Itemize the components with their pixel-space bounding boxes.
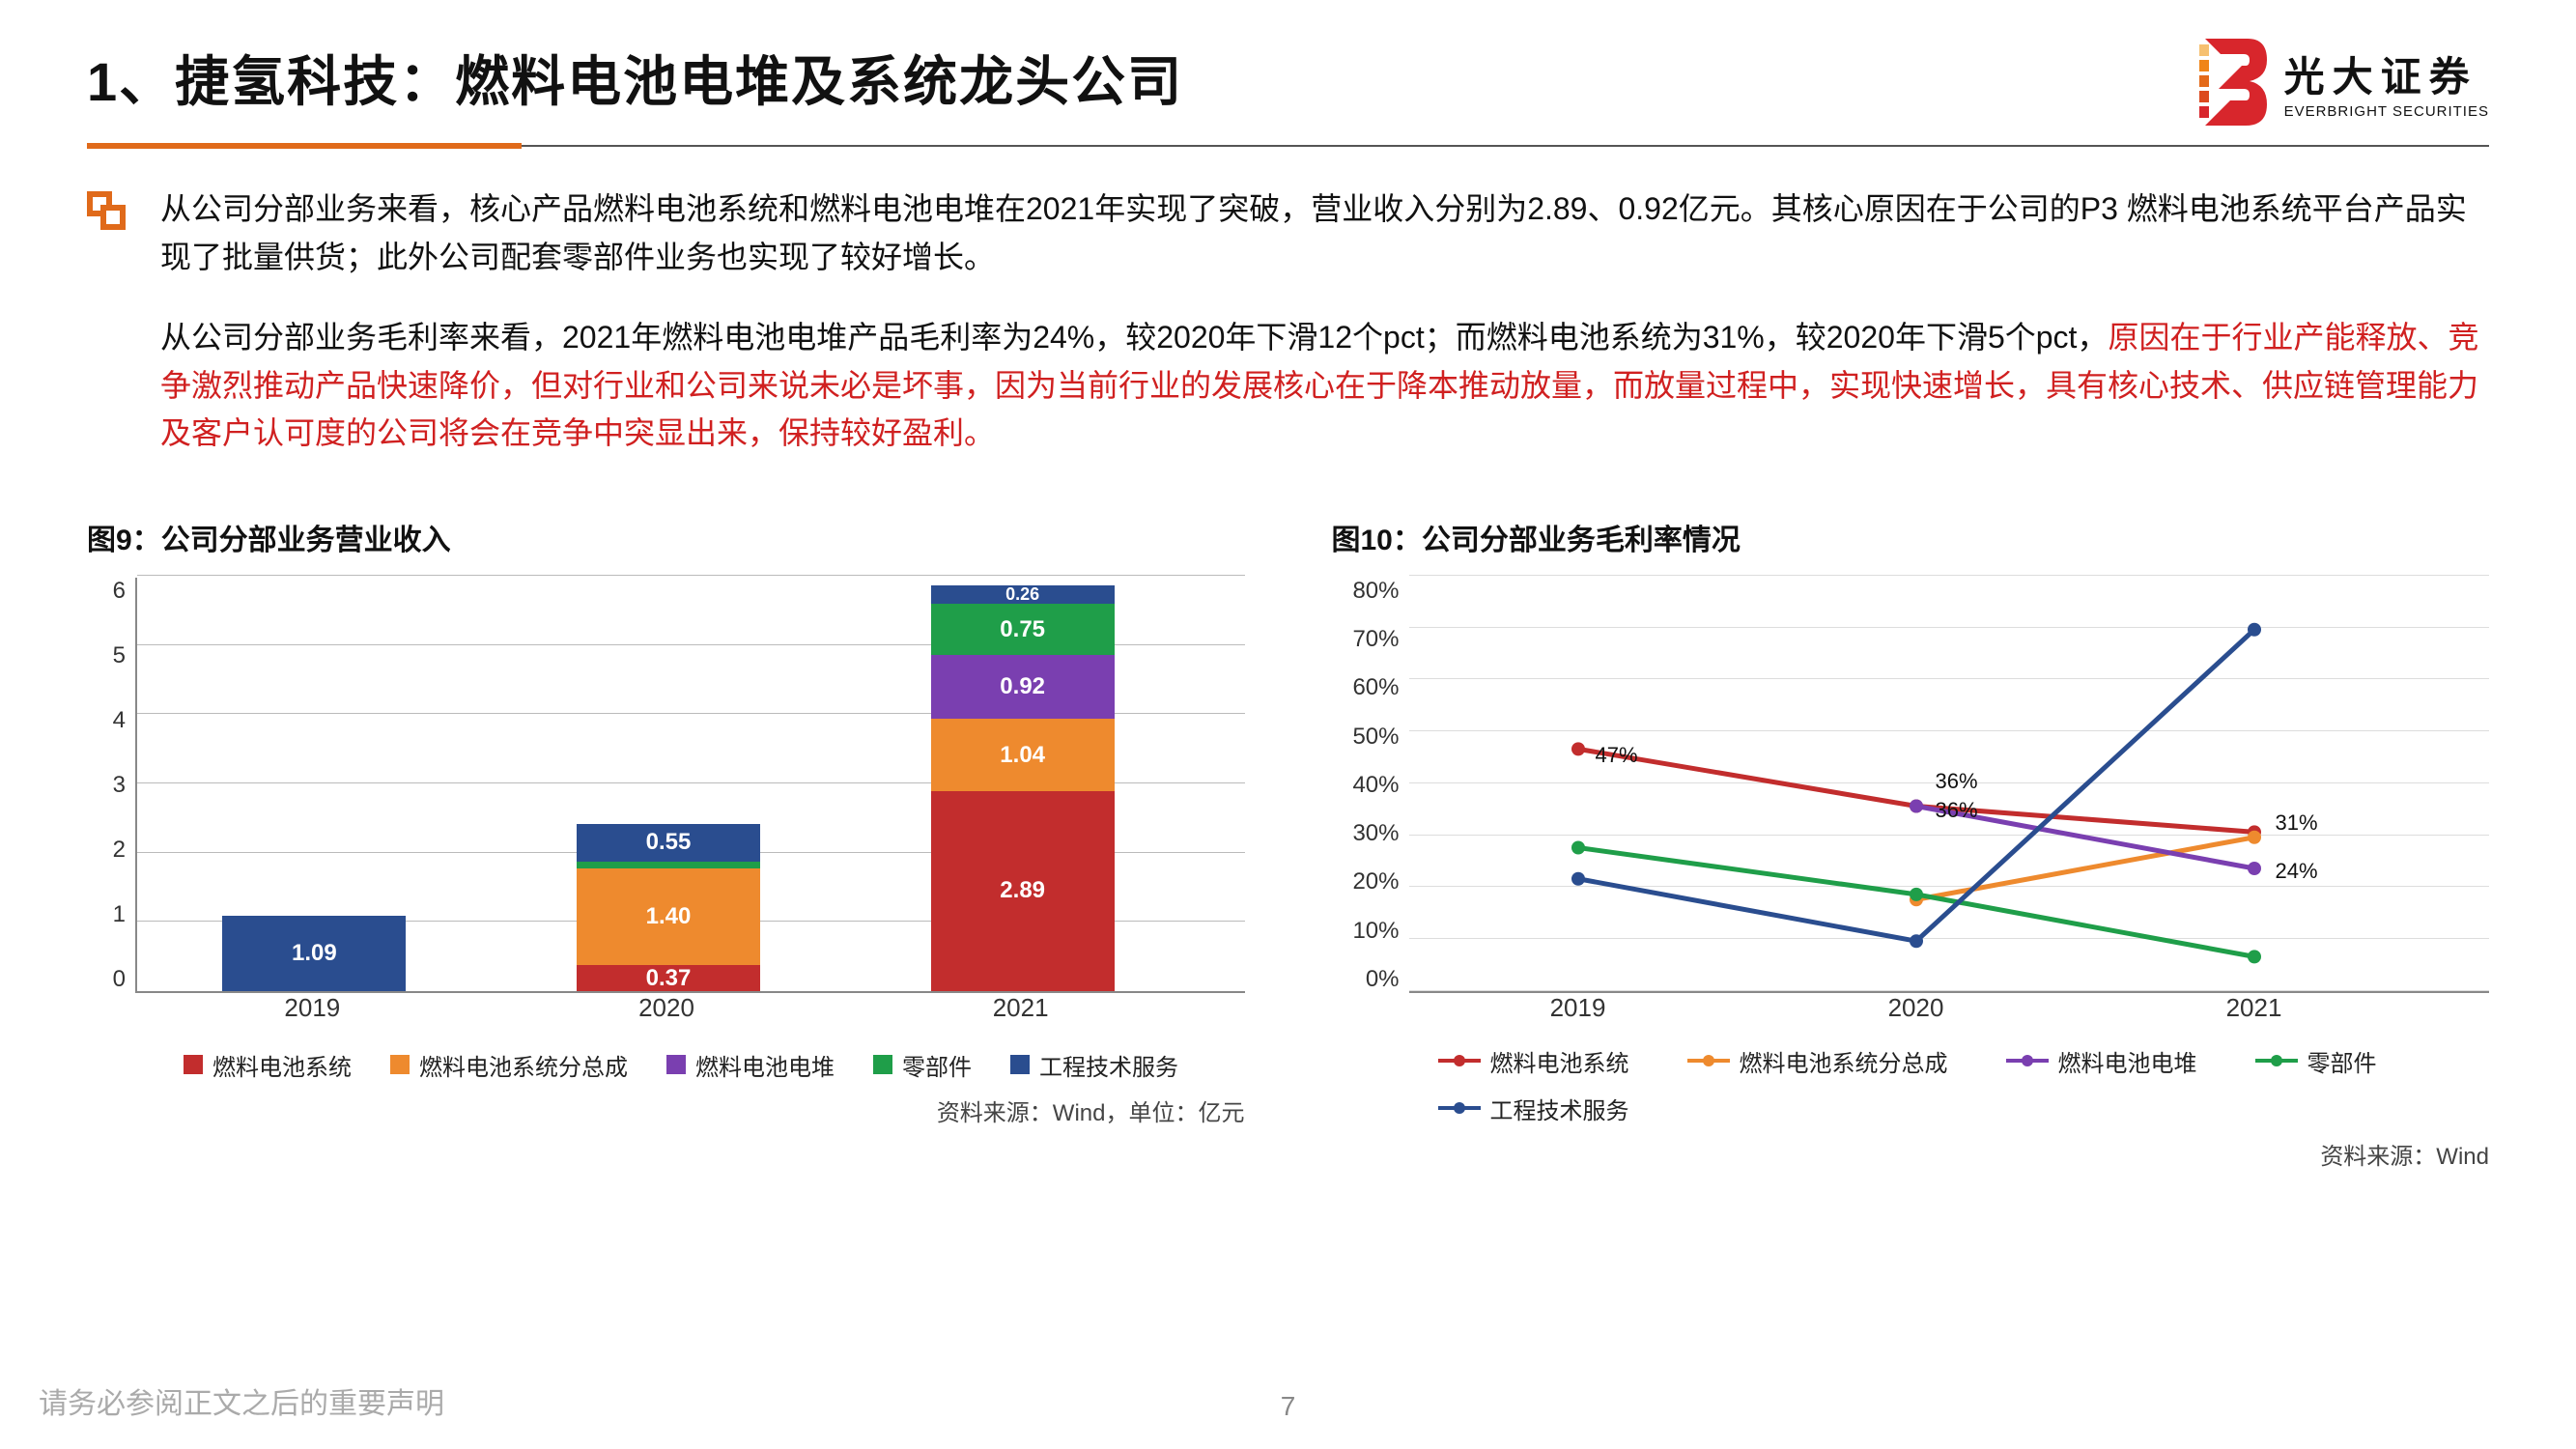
- legend-item: 燃料电池系统: [1438, 1044, 1629, 1078]
- legend-item: 零部件: [2255, 1044, 2377, 1078]
- bar-segment: 2.89: [931, 791, 1115, 991]
- title-underline: [87, 145, 2489, 147]
- bar-xlabel: 2019: [135, 993, 490, 1023]
- legend-item: 工程技术服务: [1438, 1092, 1629, 1125]
- legend-item: 零部件: [873, 1048, 972, 1082]
- bar-group: 0.371.40 0.55: [577, 824, 760, 991]
- bar-segment: 0.55: [577, 824, 760, 862]
- chart10-legend: 燃料电池系统 燃料电池系统分总成 燃料电池电堆 零部件工程技术服务: [1438, 1044, 2490, 1125]
- chart9-yaxis: 6543210: [87, 578, 135, 993]
- bar-group: 1.09: [222, 916, 406, 991]
- bar-segment: 1.09: [222, 916, 406, 991]
- point-label: 47%: [1596, 743, 1638, 768]
- header-row: 1、捷氢科技：燃料电池电堆及系统龙头公司 光大证券 EVERBRIGHT SEC…: [87, 39, 2489, 126]
- logo-text-en: EVERBRIGHT SECURITIES: [2284, 103, 2489, 120]
- legend-item: 燃料电池电堆: [2006, 1044, 2197, 1078]
- footer-disclaimer: 请务必参阅正文之后的重要声明: [39, 1379, 444, 1422]
- line-xlabel: 2020: [1747, 993, 2085, 1023]
- body-block: 从公司分部业务来看，核心产品燃料电池系统和燃料电池电堆在2021年实现了突破，营…: [87, 185, 2489, 458]
- chart9-xaxis: 201920202021: [135, 993, 1245, 1023]
- bar-segment: 0.26: [931, 585, 1115, 604]
- chart9-legend: 燃料电池系统 燃料电池系统分总成 燃料电池电堆 零部件 工程技术服务: [184, 1048, 1245, 1082]
- page-title: 1、捷氢科技：燃料电池电堆及系统龙头公司: [87, 39, 1183, 117]
- bullet-icon: [87, 191, 131, 236]
- bar-xlabel: 2020: [490, 993, 844, 1023]
- body-para-2: 从公司分部业务毛利率来看，2021年燃料电池电堆产品毛利率为24%，较2020年…: [160, 314, 2489, 458]
- bar-segment: 0.37: [577, 965, 760, 991]
- bar-xlabel: 2021: [843, 993, 1198, 1023]
- logo-text-cn: 光大证券: [2284, 44, 2489, 103]
- chart10-yaxis: 80%70%60%50%40%30%20%10%0%: [1332, 578, 1409, 993]
- legend-item: 燃料电池系统分总成: [1687, 1044, 1948, 1078]
- chart10-xaxis: 201920202021: [1409, 993, 2490, 1023]
- line-xlabel: 2019: [1409, 993, 1747, 1023]
- chart10: 图10：公司分部业务毛利率情况 80%70%60%50%40%30%20%10%…: [1332, 516, 2490, 1171]
- point-label: 36%: [1936, 769, 1978, 794]
- legend-item: 工程技术服务: [1010, 1048, 1178, 1082]
- body-para-2a: 从公司分部业务毛利率来看，2021年燃料电池电堆产品毛利率为24%，较2020年…: [160, 320, 2108, 355]
- point-label: 31%: [2276, 810, 2318, 836]
- bar-segment: 1.40: [577, 868, 760, 965]
- bar-segment: [577, 862, 760, 868]
- bar-segment: 0.75: [931, 604, 1115, 656]
- legend-item: 燃料电池电堆: [666, 1048, 835, 1082]
- bar-group: 2.891.040.920.750.26: [931, 585, 1115, 991]
- chart9-source: 资料来源：Wind，单位：亿元: [87, 1094, 1245, 1127]
- chart9-title: 图9：公司分部业务营业收入: [87, 516, 1245, 558]
- page-number: 7: [1281, 1391, 1296, 1422]
- chart9: 图9：公司分部业务营业收入 6543210 1.09 0.371.40 0.55 2.…: [87, 516, 1245, 1171]
- line-xlabel: 2021: [2085, 993, 2423, 1023]
- logo: 光大证券 EVERBRIGHT SECURITIES: [2199, 39, 2489, 126]
- body-para-1: 从公司分部业务来看，核心产品燃料电池系统和燃料电池电堆在2021年实现了突破，营…: [160, 185, 2489, 281]
- chart10-title: 图10：公司分部业务毛利率情况: [1332, 516, 2490, 558]
- chart10-source: 资料来源：Wind: [1332, 1137, 2490, 1171]
- bar-segment: 1.04: [931, 719, 1115, 791]
- legend-item: 燃料电池系统: [184, 1048, 352, 1082]
- chart10-plot: 47% 36% 36% 31% 24%: [1409, 578, 2490, 993]
- chart9-plot: 1.09 0.371.40 0.55 2.891.040.920.750.26: [135, 578, 1245, 993]
- legend-item: 燃料电池系统分总成: [390, 1048, 628, 1082]
- point-label: 36%: [1936, 798, 1978, 823]
- bar-segment: 0.92: [931, 655, 1115, 719]
- logo-icon: [2199, 39, 2267, 126]
- point-label: 24%: [2276, 859, 2318, 884]
